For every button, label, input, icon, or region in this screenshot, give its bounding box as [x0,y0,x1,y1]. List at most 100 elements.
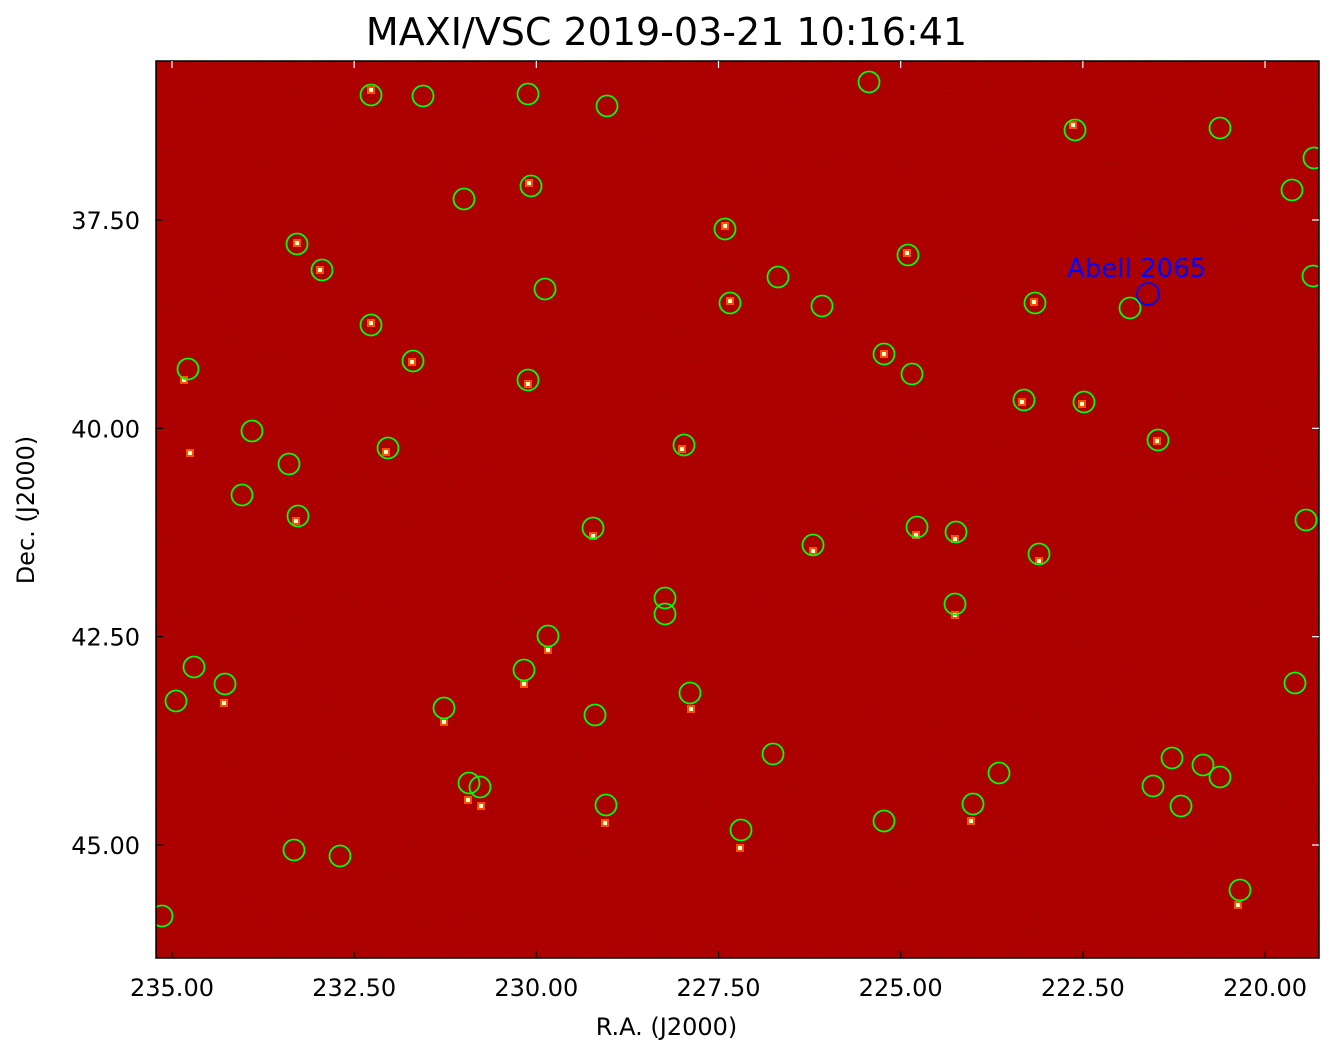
source-marker [1012,388,1036,412]
source-marker [1027,542,1051,566]
source-marker [1169,794,1193,818]
source-marker [411,84,435,108]
source-marker [277,452,301,476]
bright-source-core [811,549,815,553]
bright-source-core [591,534,595,538]
bright-source-core [680,447,684,451]
bright-source-core [1071,123,1075,127]
source-marker [432,696,456,720]
x-tick-label: 222.50 [1041,974,1125,1002]
target-marker [1136,282,1160,306]
source-marker [653,602,677,626]
source-marker [801,533,825,557]
source-marker [581,516,605,540]
bright-source-core [969,819,973,823]
bright-source-core [182,378,186,382]
bright-source-core [295,241,299,245]
bright-source-core [546,648,550,652]
source-marker [1160,746,1184,770]
source-marker [310,258,334,282]
source-marker [594,793,618,817]
source-markers-layer [156,70,1319,928]
source-marker [1063,118,1087,142]
source-marker [905,515,929,539]
source-marker [872,809,896,833]
sky-map [156,61,1319,958]
source-marker [987,761,1011,785]
y-tick-label: 42.50 [71,624,140,652]
source-marker [359,83,383,107]
bright-source-core [689,707,693,711]
source-marker [718,291,742,315]
bright-source-core [294,519,298,523]
bright-source-core [466,798,470,802]
source-marker [766,265,790,289]
source-marker [1301,264,1319,288]
source-marker [285,232,309,256]
source-marker [182,655,206,679]
bright-source-core [442,720,446,724]
bright-source-core [905,251,909,255]
source-marker [230,483,254,507]
bright-source-core [1037,559,1041,563]
target-label: Abell 2065 [1067,254,1206,284]
bright-source-core [526,382,530,386]
source-marker [516,368,540,392]
y-tick-label: 37.50 [71,207,140,235]
source-marker [519,174,543,198]
x-tick-label: 220.00 [1223,974,1307,1002]
plot-frame [155,60,1320,959]
source-marker [896,243,920,267]
target-annotation: Abell 2065 [1067,254,1206,306]
bright-source-core [738,846,742,850]
bright-source-core [384,450,388,454]
source-marker [713,217,737,241]
source-marker [536,624,560,648]
source-marker [810,294,834,318]
y-axis-ticks: 37.50 40.00 42.50 45.00 [71,207,1319,860]
source-marker [376,436,400,460]
bright-source-core [369,88,373,92]
bright-source-core [318,268,322,272]
source-marker [282,838,306,862]
source-marker [359,313,383,337]
bright-source-core [369,321,373,325]
source-marker [961,792,985,816]
bright-source-core [953,537,957,541]
source-marker [943,592,967,616]
source-marker [240,419,264,443]
x-tick-label: 227.50 [677,974,761,1002]
source-marker [512,658,536,682]
bright-source-core [1032,300,1036,304]
source-marker [1191,753,1215,777]
source-marker [286,504,310,528]
bright-source-core [914,533,918,537]
x-tick-label: 235.00 [130,974,214,1002]
source-marker [457,771,481,795]
source-marker [729,818,753,842]
bright-source-core [1155,439,1159,443]
source-marker [595,94,619,118]
bright-source-core [882,352,886,356]
source-marker [1302,146,1319,170]
y-tick-label: 45.00 [71,832,140,860]
source-marker [900,362,924,386]
x-tick-label: 225.00 [859,974,943,1002]
source-marker [1228,878,1252,902]
image-title: MAXI/VSC 2019-03-21 10:16:41 [365,10,968,54]
bright-source-core [1236,903,1240,907]
bright-source-core [603,821,607,825]
source-marker [1208,116,1232,140]
bright-source-core [479,804,483,808]
source-marker [1023,291,1047,315]
source-marker [1280,178,1304,202]
source-marker [176,357,200,381]
source-marker [1146,428,1170,452]
source-marker [452,187,476,211]
x-tick-label: 232.50 [312,974,396,1002]
source-marker [156,904,174,928]
source-marker [1294,508,1318,532]
bright-source-core [723,224,727,228]
source-marker [516,82,540,106]
